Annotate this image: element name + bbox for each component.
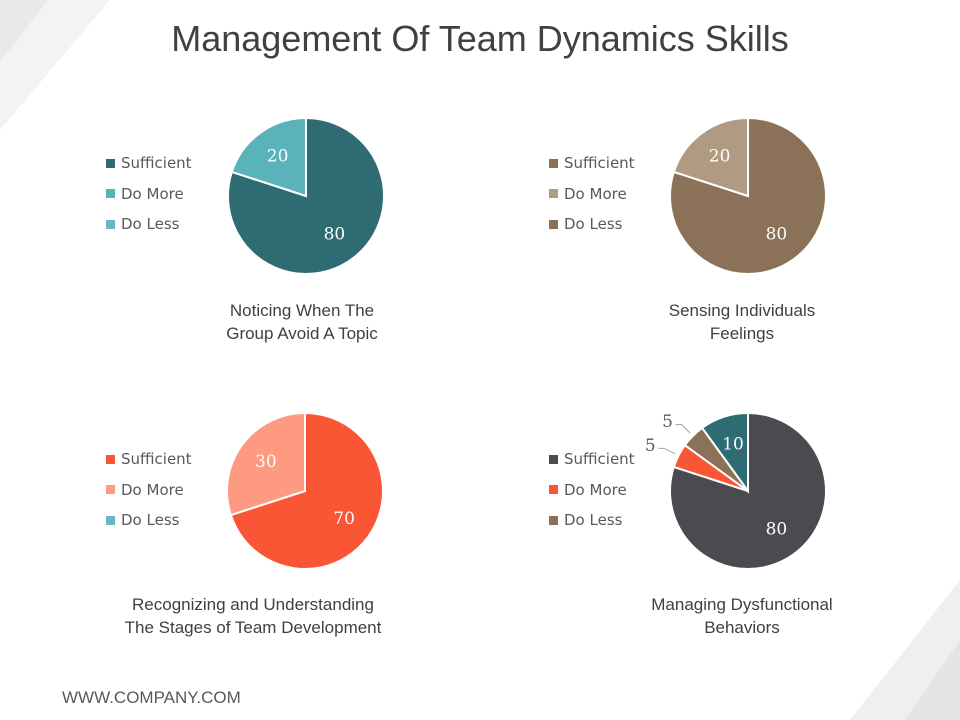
slice-data-label: 70: [333, 509, 355, 529]
legend-label: Sufficient: [121, 154, 192, 173]
slice-data-label: 80: [324, 225, 346, 245]
legend-item: Sufficient: [106, 444, 192, 475]
slice-data-label: 80: [766, 520, 788, 540]
leader-line: [675, 424, 691, 434]
slice-data-label: 80: [766, 225, 788, 245]
legend-swatch: [106, 454, 115, 464]
caption-line: Feelings: [709, 324, 775, 343]
legend-label: Do Less: [564, 215, 623, 234]
legend-item: Sufficient: [549, 148, 635, 179]
legend-swatch: [549, 485, 558, 495]
legend-label: Do Less: [121, 215, 180, 234]
chart-2-caption: Sensing Individuals Feelings: [592, 299, 892, 345]
chart-4-caption: Managing Dysfunctional Behaviors: [592, 593, 892, 639]
caption-line: Behaviors: [704, 618, 780, 637]
caption-line: Group Avoid A Topic: [226, 324, 378, 343]
slice-data-label: 30: [255, 452, 277, 472]
pie-chart-1: 80 20: [227, 116, 385, 275]
legend-label: Do Less: [121, 511, 180, 530]
legend-chart-4: Sufficient Do More Do Less: [549, 444, 635, 536]
legend-item: Do More: [106, 475, 192, 506]
legend-swatch: [549, 189, 558, 199]
caption-line: Sensing Individuals: [668, 301, 816, 320]
legend-swatch: [549, 219, 558, 229]
leader-line: [658, 447, 676, 455]
pie-slice: [229, 411, 384, 570]
slice-data-label: 20: [709, 146, 731, 166]
chart-3-caption: Recognizing and Understanding The Stages…: [103, 593, 403, 639]
legend-swatch: [549, 515, 558, 525]
legend-chart-3: Sufficient Do More Do Less: [106, 444, 192, 536]
footer-url: WWW.COMPANY.COM: [62, 688, 241, 707]
caption-line: Recognizing and Understanding: [132, 595, 374, 614]
legend-swatch: [549, 454, 558, 464]
legend-item: Do More: [549, 475, 635, 506]
legend-swatch: [106, 189, 115, 199]
pie-slice: [672, 116, 749, 198]
legend-swatch: [106, 158, 115, 168]
legend-label: Do Less: [564, 511, 623, 530]
legend-item: Do Less: [106, 505, 192, 536]
pie-chart-3: 70 30: [226, 411, 384, 570]
legend-item: Do Less: [549, 209, 635, 240]
legend-chart-1: Sufficient Do More Do Less: [106, 148, 192, 240]
slice-data-label: 10: [722, 435, 744, 455]
legend-label: Sufficient: [564, 154, 635, 173]
pie-slice: [700, 411, 749, 495]
caption-line: Noticing When The: [229, 301, 375, 320]
legend-item: Do Less: [106, 209, 192, 240]
legend-item: Sufficient: [549, 444, 635, 475]
pie-chart-2: 80 20: [669, 116, 827, 275]
slice-data-label: 5: [662, 412, 673, 432]
caption-line: The Stages of Team Development: [124, 618, 382, 637]
pie-slice: [226, 411, 306, 517]
legend-swatch: [549, 158, 558, 168]
chart-1-caption: Noticing When The Group Avoid A Topic: [152, 299, 452, 345]
pie-slice: [230, 116, 307, 198]
slice-data-label: 5: [645, 436, 656, 456]
page-title: Management Of Team Dynamics Skills: [171, 18, 789, 59]
legend-label: Do More: [121, 184, 184, 203]
slice-data-label: 20: [267, 146, 289, 166]
legend-chart-2: Sufficient Do More Do Less: [549, 148, 635, 240]
legend-swatch: [106, 485, 115, 495]
legend-swatch: [106, 515, 115, 525]
legend-label: Sufficient: [121, 450, 192, 469]
legend-item: Do Less: [549, 505, 635, 536]
legend-label: Do More: [564, 480, 627, 499]
legend-item: Do More: [549, 179, 635, 210]
legend-label: Do More: [564, 184, 627, 203]
caption-line: Managing Dysfunctional: [651, 595, 833, 614]
legend-item: Do More: [106, 179, 192, 210]
pie-chart-4: 80 55 10: [645, 411, 827, 570]
legend-label: Sufficient: [564, 450, 635, 469]
legend-label: Do More: [121, 480, 184, 499]
legend-item: Sufficient: [106, 148, 192, 179]
legend-swatch: [106, 219, 115, 229]
